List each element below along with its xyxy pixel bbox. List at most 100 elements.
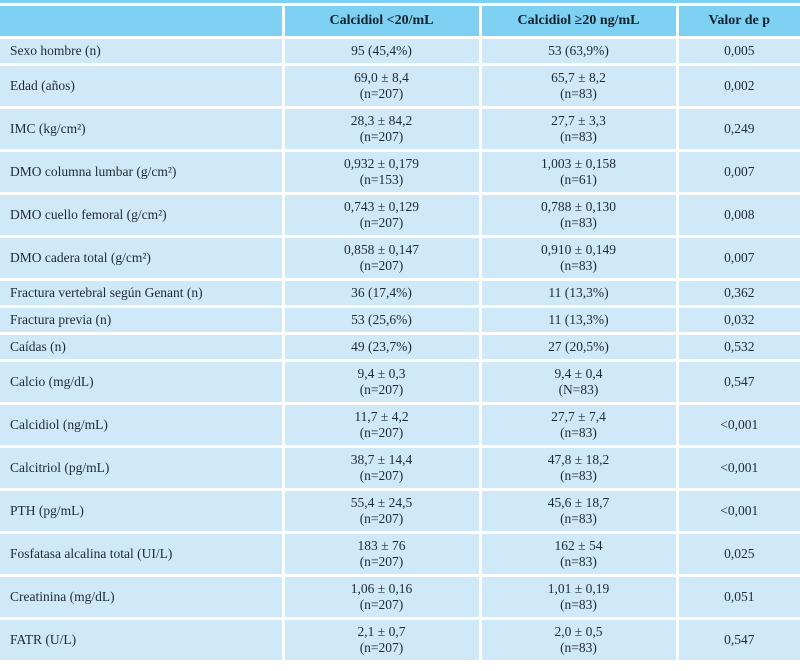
cell-calcidiol-high: 27,7 ± 3,3 (n=83) xyxy=(478,106,679,152)
cell-calcidiol-low: 69,0 ± 8,4 (n=207) xyxy=(281,63,482,109)
table-row: DMO cadera total (g/cm²) 0,858 ± 0,147 (n=… xyxy=(0,235,800,281)
value-line: (n=207) xyxy=(359,640,404,655)
value-line: 0,788 ± 0,130 xyxy=(541,199,616,214)
header-calcidiol-low: Calcidiol <20/mL xyxy=(281,6,482,39)
value-line: (n=207) xyxy=(359,129,404,144)
cell-p-value: 0,249 xyxy=(675,106,800,152)
cell-calcidiol-low: 9,4 ± 0,3 (n=207) xyxy=(281,359,482,405)
cell-calcidiol-low: 36 (17,4%) xyxy=(281,278,482,308)
value-line: (n=207) xyxy=(359,86,404,101)
cell-p-value: 0,547 xyxy=(675,617,800,660)
header-empty-cell xyxy=(0,6,285,39)
cell-p-value: 0,532 xyxy=(675,332,800,362)
value-line: 9,4 ± 0,3 xyxy=(357,366,406,381)
row-label: Fractura previa (n) xyxy=(0,305,285,335)
cell-calcidiol-low: 183 ± 76 (n=207) xyxy=(281,531,482,577)
value-line: (n=83) xyxy=(560,597,597,612)
cell-p-value: 0,547 xyxy=(675,359,800,405)
table-row: DMO cuello femoral (g/cm²) 0,743 ± 0,129(… xyxy=(0,192,800,238)
cell-calcidiol-low: 38,7 ± 14,4 (n=207) xyxy=(281,445,482,491)
row-label: Sexo hombre (n) xyxy=(0,36,285,66)
value-line: 2,0 ± 0,5 xyxy=(554,624,603,639)
cell-calcidiol-low: 2,1 ± 0,7 (n=207) xyxy=(281,617,482,660)
cell-p-value: <0,001 xyxy=(675,445,800,491)
cell-p-value: 0,005 xyxy=(675,36,800,66)
value-line: (n=83) xyxy=(560,554,597,569)
value-line: (n=83) xyxy=(560,258,597,273)
value-line: 11 (13,3%) xyxy=(548,285,609,300)
cell-calcidiol-low: 1,06 ± 0,16 (n=207) xyxy=(281,574,482,620)
value-line: 45,6 ± 18,7 xyxy=(547,495,610,510)
cell-calcidiol-low: 53 (25,6%) xyxy=(281,305,482,335)
cell-calcidiol-high: 45,6 ± 18,7 (n=83) xyxy=(478,488,679,534)
cell-calcidiol-low: 11,7 ± 4,2 (n=207) xyxy=(281,402,482,448)
table-row: Caídas (n) 49 (23,7%) 27 (20,5%) 0,532 xyxy=(0,332,800,362)
cell-calcidiol-high: 0,910 ± 0,149 (n=83) xyxy=(478,235,679,281)
table-row: Fractura previa (n) 53 (25,6%) 11 (13,3%) 0… xyxy=(0,305,800,335)
value-line: 53 (25,6%) xyxy=(351,312,412,327)
cell-calcidiol-high: 9,4 ± 0,4 (N=83) xyxy=(478,359,679,405)
cell-calcidiol-high: 53 (63,9%) xyxy=(478,36,679,66)
row-label: IMC (kg/cm²) xyxy=(0,106,285,152)
cell-calcidiol-high: 2,0 ± 0,5 (n=83) xyxy=(478,617,679,660)
value-line: 27,7 ± 3,3 xyxy=(551,113,606,128)
value-line: 53 (63,9%) xyxy=(548,43,609,58)
value-line: 27,7 ± 7,4 xyxy=(551,409,606,424)
cell-p-value: 0,002 xyxy=(675,63,800,109)
cell-p-value: 0,008 xyxy=(675,192,800,238)
cell-calcidiol-low: 28,3 ± 84,2 (n=207) xyxy=(281,106,482,152)
row-label: DMO cadera total (g/cm²) xyxy=(0,235,285,281)
value-line: 11 (13,3%) xyxy=(548,312,609,327)
cell-calcidiol-high: 27,7 ± 7,4 (n=83) xyxy=(478,402,679,448)
cell-calcidiol-high: 11 (13,3%) xyxy=(478,305,679,335)
table-row: Sexo hombre (n) 95 (45,4%) 53 (63,9%) 0,005 xyxy=(0,36,800,66)
cell-calcidiol-high: 162 ± 54 (n=83) xyxy=(478,531,679,577)
value-line: 0,743 ± 0,129 xyxy=(344,199,419,214)
cell-p-value: 0,007 xyxy=(675,235,800,281)
cell-calcidiol-high: 1,003 ± 0,158 (n=61) xyxy=(478,149,679,195)
cell-calcidiol-high: 47,8 ± 18,2 (n=83) xyxy=(478,445,679,491)
cell-calcidiol-high: 11 (13,3%) xyxy=(478,278,679,308)
value-line: (n=83) xyxy=(560,86,597,101)
cell-p-value: <0,001 xyxy=(675,402,800,448)
table-row: Calcitriol (pg/mL) 38,7 ± 14,4 (n=207) 47,8… xyxy=(0,445,800,491)
row-label: DMO columna lumbar (g/cm²) xyxy=(0,149,285,195)
value-line: 0,932 ± 0,179 xyxy=(344,156,419,171)
header-row: Calcidiol <20/mL Calcidiol ≥20 ng/mL Val… xyxy=(0,6,800,39)
value-line: (n=207) xyxy=(359,215,404,230)
value-line: 27 (20,5%) xyxy=(548,339,609,354)
value-line: 38,7 ± 14,4 xyxy=(350,452,413,467)
table-row: IMC (kg/cm²) 28,3 ± 84,2 (n=207) 27,7 ± 3,3… xyxy=(0,106,800,152)
row-label: Edad (años) xyxy=(0,63,285,109)
cell-calcidiol-low: 95 (45,4%) xyxy=(281,36,482,66)
row-label: Fosfatasa alcalina total (UI/L) xyxy=(0,531,285,577)
table-top-border xyxy=(0,0,800,3)
cell-calcidiol-high: 65,7 ± 8,2 (n=83) xyxy=(478,63,679,109)
value-line: (n=207) xyxy=(359,468,404,483)
table-row: Fractura vertebral según Genant (n) 36 (1… xyxy=(0,278,800,308)
cell-p-value: 0,051 xyxy=(675,574,800,620)
cell-calcidiol-high: 0,788 ± 0,130 (n=83) xyxy=(478,192,679,238)
value-line: 55,4 ± 24,5 xyxy=(350,495,413,510)
row-label: Calcio (mg/dL) xyxy=(0,359,285,405)
row-label: Fractura vertebral según Genant (n) xyxy=(0,278,285,308)
table-row: Edad (años) 69,0 ± 8,4 (n=207) 65,7 ± 8,2 (n… xyxy=(0,63,800,109)
table-row: Creatinina (mg/dL) 1,06 ± 0,16 (n=207) 1,01… xyxy=(0,574,800,620)
value-line: 1,06 ± 0,16 xyxy=(350,581,413,596)
header-calcidiol-high: Calcidiol ≥20 ng/mL xyxy=(478,6,679,39)
cell-calcidiol-high: 27 (20,5%) xyxy=(478,332,679,362)
row-label: Calcidiol (ng/mL) xyxy=(0,402,285,448)
value-line: 0,858 ± 0,147 xyxy=(344,242,419,257)
cell-calcidiol-low: 55,4 ± 24,5 (n=207) xyxy=(281,488,482,534)
value-line: 11,7 ± 4,2 xyxy=(354,409,409,424)
value-line: 69,0 ± 8,4 xyxy=(354,70,409,85)
calcidiol-comparison-table: Calcidiol <20/mL Calcidiol ≥20 ng/mL Val… xyxy=(0,6,800,660)
value-line: (n=61) xyxy=(560,172,597,187)
value-line: (n=83) xyxy=(560,640,597,655)
value-line: (n=83) xyxy=(560,425,597,440)
value-line: (n=207) xyxy=(359,554,404,569)
row-label: DMO cuello femoral (g/cm²) xyxy=(0,192,285,238)
value-line: (n=83) xyxy=(560,511,597,526)
cell-calcidiol-low: 0,858 ± 0,147 (n=207) xyxy=(281,235,482,281)
